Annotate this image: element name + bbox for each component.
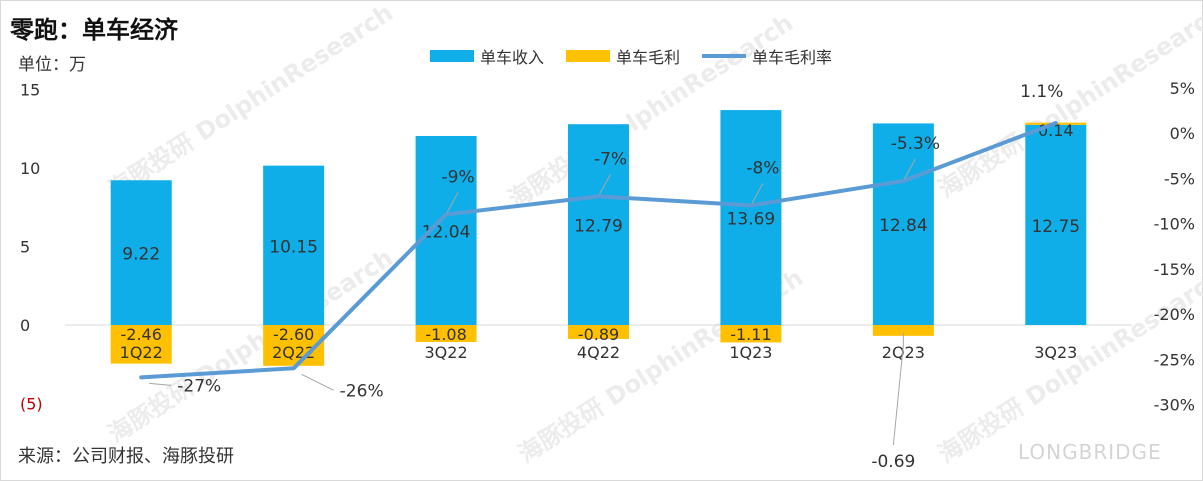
profit-bar <box>568 325 629 339</box>
legend-label: 单车毛利 <box>616 48 681 67</box>
profit-bar <box>415 325 477 342</box>
unit-label: 单位：万 <box>18 55 86 75</box>
revenue-data-label: 13.69 <box>727 210 776 230</box>
source-note: 来源：公司财报、海豚投研 <box>18 446 234 467</box>
category-label: 4Q22 <box>577 343 620 362</box>
revenue-bar <box>720 110 782 325</box>
legend-swatch <box>566 50 611 62</box>
rate-data-label: -5.3% <box>891 134 940 154</box>
profit-data-label: -2.46 <box>121 325 162 344</box>
profit-data-label: -1.08 <box>425 325 466 344</box>
profit-leader-line <box>892 333 904 446</box>
profit-data-label: -0.69 <box>871 452 915 472</box>
rate-leader-line <box>599 174 611 195</box>
revenue-bar <box>110 180 172 325</box>
category-label: 2Q23 <box>882 343 925 362</box>
right-axis-tick: -10% <box>1154 215 1195 234</box>
rate-leader-line <box>446 192 459 213</box>
right-axis-tick: 0% <box>1170 124 1195 143</box>
rate-data-label: -7% <box>594 149 627 169</box>
rate-leader-line <box>301 373 334 391</box>
legend-item-rate: 单车毛利率 <box>702 44 832 68</box>
legend-swatch <box>430 50 474 62</box>
right-axis-tick: -5% <box>1164 169 1195 188</box>
legend: 单车收入 单车毛利 单车毛利率 <box>430 44 854 68</box>
chart-title: 零跑：单车经济 <box>10 16 178 44</box>
rate-data-label: -8% <box>746 158 779 178</box>
revenue-bar <box>263 165 325 325</box>
margin-rate-line <box>139 121 1058 380</box>
category-label: 1Q23 <box>729 343 772 362</box>
left-axis-tick: 5 <box>20 238 30 257</box>
legend-item-revenue: 单车收入 <box>430 44 544 68</box>
legend-label: 单车毛利率 <box>752 48 833 67</box>
profit-data-label: -0.89 <box>578 325 619 344</box>
right-axis-tick: -15% <box>1154 260 1195 279</box>
profit-data-label: -2.60 <box>273 325 314 344</box>
revenue-data-label: 10.15 <box>269 237 318 257</box>
left-axis-tick: (5) <box>20 395 43 414</box>
revenue-bar <box>568 124 629 326</box>
rate-data-label: -26% <box>340 381 384 401</box>
right-axis-tick: 5% <box>1170 79 1195 98</box>
rate-data-label: 1.1% <box>1020 82 1063 102</box>
right-axis-tick: -30% <box>1154 396 1195 415</box>
revenue-data-label: 12.84 <box>879 216 928 236</box>
legend-label: 单车收入 <box>480 48 545 67</box>
rate-leader-line <box>149 382 172 386</box>
left-axis-tick: 15 <box>20 81 40 100</box>
brand-logo: LONGBRIDGE <box>1018 440 1162 464</box>
category-label: 3Q22 <box>425 343 468 362</box>
legend-swatch <box>702 54 747 58</box>
right-axis-tick: -25% <box>1154 350 1195 369</box>
left-axis-tick: 10 <box>20 159 40 178</box>
revenue-bar <box>415 135 477 325</box>
revenue-data-label: 9.22 <box>122 245 160 265</box>
category-label: 1Q22 <box>120 343 163 362</box>
profit-bar <box>872 325 934 336</box>
profit-bar <box>110 325 172 364</box>
legend-item-profit: 单车毛利 <box>566 44 680 68</box>
rate-leader-line <box>751 183 764 204</box>
revenue-bar <box>1025 124 1087 325</box>
profit-data-label: -1.11 <box>730 325 771 344</box>
rate-data-label: -9% <box>442 167 475 187</box>
revenue-data-label: 12.79 <box>574 217 623 237</box>
rate-leader-line <box>903 158 916 180</box>
profit-bar <box>720 325 782 343</box>
revenue-bar <box>872 123 934 325</box>
revenue-data-label: 12.75 <box>1031 217 1080 237</box>
right-axis-tick: -20% <box>1154 305 1195 324</box>
rate-data-label: -27% <box>177 376 221 396</box>
left-axis-tick: 0 <box>20 316 30 335</box>
category-label: 3Q23 <box>1034 343 1077 362</box>
